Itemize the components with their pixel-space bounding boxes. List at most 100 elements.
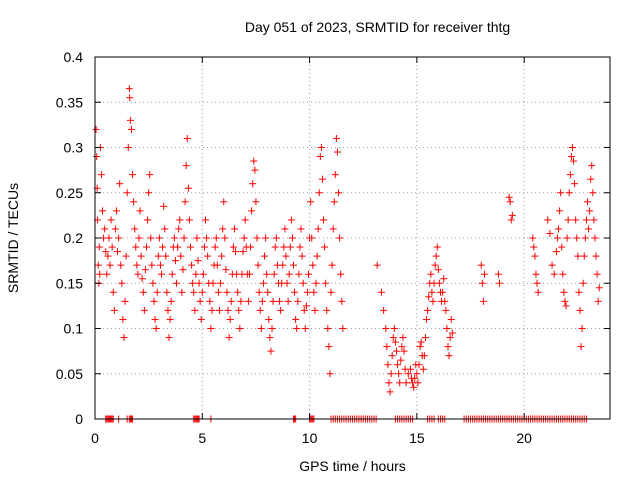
data-point xyxy=(223,288,231,296)
data-point xyxy=(212,234,220,242)
data-point xyxy=(170,234,178,242)
data-point xyxy=(585,225,593,233)
data-point xyxy=(266,334,274,342)
data-point xyxy=(221,234,229,242)
data-point xyxy=(392,347,400,355)
data-point xyxy=(141,266,149,274)
data-point xyxy=(495,279,503,287)
data-point xyxy=(124,144,132,151)
data-point xyxy=(132,243,140,251)
data-point xyxy=(126,94,134,102)
data-point xyxy=(550,270,558,278)
data-point xyxy=(309,261,317,269)
data-point xyxy=(506,198,514,206)
data-point xyxy=(270,270,278,278)
data-point xyxy=(145,189,153,197)
data-point xyxy=(263,270,271,278)
data-point xyxy=(331,171,339,179)
data-point xyxy=(182,162,190,170)
data-point xyxy=(160,202,168,210)
data-point xyxy=(155,234,163,242)
data-point xyxy=(220,198,228,206)
data-point xyxy=(421,334,429,342)
data-point xyxy=(435,279,443,287)
data-point xyxy=(194,257,202,265)
data-point xyxy=(102,248,110,256)
data-point xyxy=(310,288,318,296)
data-point xyxy=(156,261,164,269)
y-tick-label: 0.15 xyxy=(56,275,83,291)
data-point xyxy=(443,325,451,332)
data-point xyxy=(373,261,381,269)
data-point xyxy=(507,216,515,224)
data-point xyxy=(338,297,346,305)
data-point xyxy=(94,261,102,269)
data-point xyxy=(131,225,139,233)
data-point xyxy=(97,171,105,179)
data-point xyxy=(192,270,200,278)
data-point xyxy=(311,306,319,314)
data-point xyxy=(171,257,179,265)
data-point xyxy=(417,338,425,346)
data-point xyxy=(480,270,488,278)
data-point xyxy=(209,279,217,287)
data-point xyxy=(168,270,176,278)
data-point xyxy=(178,288,186,296)
data-point xyxy=(289,261,297,269)
data-point xyxy=(427,270,435,278)
data-point xyxy=(161,225,169,233)
data-point xyxy=(441,297,449,305)
data-point xyxy=(247,243,255,251)
data-point xyxy=(258,297,266,305)
data-point xyxy=(397,356,405,364)
data-point xyxy=(202,216,210,224)
data-point xyxy=(206,297,214,305)
data-point xyxy=(434,266,442,274)
data-point xyxy=(175,225,183,233)
data-point xyxy=(556,207,564,215)
data-point xyxy=(592,252,600,260)
data-point xyxy=(433,243,441,251)
data-point xyxy=(570,157,578,165)
data-point xyxy=(593,270,601,278)
data-point xyxy=(578,325,586,332)
data-point xyxy=(267,347,275,355)
data-point xyxy=(143,243,150,251)
data-point xyxy=(269,297,277,305)
data-point xyxy=(159,243,167,251)
data-point xyxy=(546,229,554,237)
data-point xyxy=(395,370,403,378)
data-point xyxy=(494,270,502,278)
data-point xyxy=(293,325,301,332)
data-point xyxy=(146,171,154,179)
data-point xyxy=(448,329,456,337)
data-point xyxy=(285,270,293,278)
data-point xyxy=(320,216,328,224)
data-point xyxy=(399,334,407,342)
data-point xyxy=(177,252,185,260)
data-point xyxy=(586,207,594,215)
data-point xyxy=(268,325,276,332)
data-point xyxy=(214,288,222,296)
data-point xyxy=(322,279,330,287)
data-point xyxy=(533,279,541,287)
data-point xyxy=(127,125,135,133)
data-point xyxy=(384,361,392,369)
data-point xyxy=(439,288,447,296)
data-point xyxy=(92,125,100,133)
data-point xyxy=(103,270,111,278)
data-point xyxy=(180,234,188,242)
data-point xyxy=(283,279,291,287)
data-point xyxy=(325,343,333,351)
data-point xyxy=(288,234,296,242)
data-point xyxy=(383,343,391,351)
data-point xyxy=(297,225,305,233)
data-point xyxy=(323,306,331,314)
data-point xyxy=(229,243,237,251)
data-point xyxy=(224,306,232,314)
data-point xyxy=(217,279,225,287)
data-point xyxy=(505,193,513,201)
data-point xyxy=(316,153,324,161)
data-point xyxy=(101,225,109,233)
